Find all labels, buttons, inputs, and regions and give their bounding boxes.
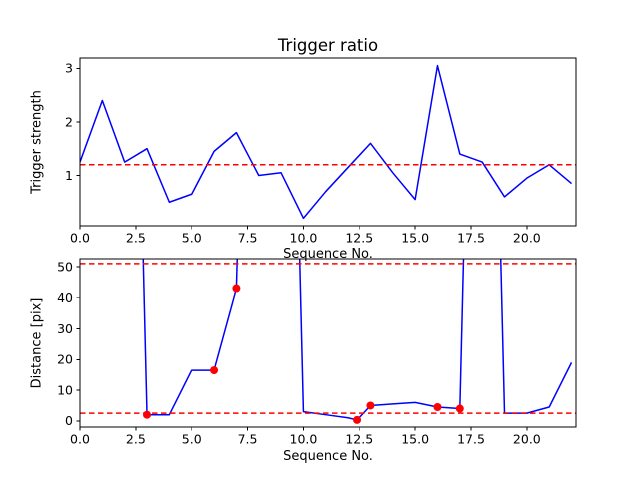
axes-spines <box>79 258 577 428</box>
match-marker <box>353 415 362 424</box>
plot-area <box>80 58 576 226</box>
y-tick-label: 30 <box>57 321 73 336</box>
match-marker <box>143 410 152 419</box>
x-tick-label: 20.0 <box>513 231 541 246</box>
x-tick-label: 7.5 <box>238 231 258 246</box>
x-tick-label: 0.0 <box>70 432 90 447</box>
x-tick-label: 10.0 <box>290 231 318 246</box>
y-tick-label: 10 <box>57 382 73 397</box>
match-marker <box>455 404 464 413</box>
top-ylabel: Trigger strength <box>29 90 45 194</box>
x-tick-label: 5.0 <box>182 231 202 246</box>
y-tick-label: 40 <box>57 290 73 305</box>
y-tick-label: 50 <box>57 259 73 274</box>
top-xlabel: Sequence No. <box>283 247 373 262</box>
y-tick-label: 20 <box>57 352 73 367</box>
x-tick-label: 20.0 <box>513 432 541 447</box>
x-tick-label: 15.0 <box>401 231 429 246</box>
y-tick-label: 1 <box>65 168 73 183</box>
match-marker <box>232 284 241 293</box>
match-marker <box>433 403 442 411</box>
x-tick-label: 5.0 <box>182 432 202 447</box>
x-tick-label: 7.5 <box>238 432 258 447</box>
y-tick-label: 0 <box>65 413 73 428</box>
x-tick-label: 15.0 <box>401 432 429 447</box>
y-tick-label: 3 <box>65 61 73 76</box>
x-tick-label: 12.5 <box>345 231 373 246</box>
x-tick-label: 10.0 <box>290 432 318 447</box>
x-tick-label: 12.5 <box>345 432 373 447</box>
match-marker <box>366 401 375 410</box>
axes-spines <box>79 57 577 227</box>
x-tick-label: 2.5 <box>126 432 146 447</box>
chart-title: Trigger ratio <box>277 36 379 55</box>
x-tick-label: 0.0 <box>70 231 90 246</box>
x-tick-label: 17.5 <box>457 432 485 447</box>
match-marker <box>210 366 219 375</box>
series-line-distance <box>142 259 573 421</box>
bottom-ylabel: Distance [pix] <box>29 297 45 389</box>
plot-area <box>80 259 576 427</box>
bottom-xlabel: Sequence No. <box>283 449 373 464</box>
x-tick-label: 2.5 <box>126 231 146 246</box>
series-line-trigger-strength <box>80 64 573 220</box>
x-tick-label: 17.5 <box>457 231 485 246</box>
y-tick-label: 2 <box>65 114 73 129</box>
